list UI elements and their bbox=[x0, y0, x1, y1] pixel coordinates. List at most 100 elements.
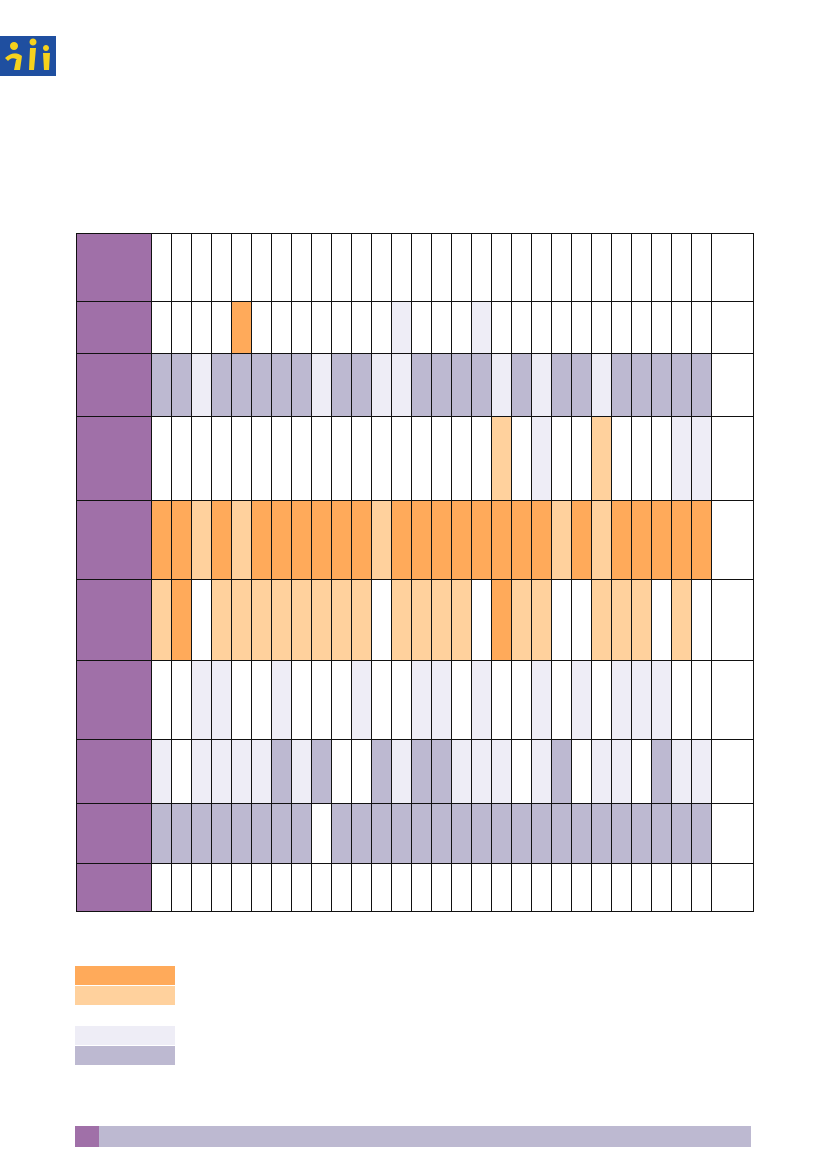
grid-cell bbox=[231, 660, 252, 740]
grid-cell bbox=[351, 739, 372, 804]
grid-cell bbox=[251, 353, 272, 417]
grid-cell bbox=[231, 233, 252, 302]
grid-cell bbox=[651, 803, 672, 864]
grid-cell bbox=[231, 739, 252, 804]
grid-cell bbox=[571, 803, 592, 864]
grid-cell bbox=[591, 416, 612, 501]
grid-cell bbox=[591, 579, 612, 661]
grid-cell bbox=[631, 301, 652, 354]
grid-cell bbox=[571, 233, 592, 302]
grid-cell bbox=[291, 500, 312, 580]
grid-cell bbox=[211, 579, 232, 661]
grid-cell bbox=[171, 739, 192, 804]
grid-cell bbox=[491, 416, 512, 501]
grid-cell bbox=[591, 660, 612, 740]
grid-cell bbox=[491, 579, 512, 661]
grid-cell bbox=[291, 739, 312, 804]
grid-cell bbox=[371, 416, 392, 501]
grid-cell bbox=[551, 803, 572, 864]
grid-cell bbox=[291, 301, 312, 354]
grid-row bbox=[76, 803, 754, 864]
grid-cell bbox=[211, 353, 232, 417]
grid-cell bbox=[371, 301, 392, 354]
grid-cell bbox=[271, 803, 292, 864]
grid-row bbox=[76, 500, 754, 580]
grid-cell bbox=[591, 739, 612, 804]
grid-cell bbox=[151, 660, 172, 740]
legend-swatch-grey-lavender bbox=[75, 1046, 175, 1065]
grid-cell bbox=[211, 803, 232, 864]
grid-cell bbox=[611, 416, 632, 501]
grid-cell bbox=[611, 353, 632, 417]
grid-cell bbox=[331, 660, 352, 740]
grid-cell bbox=[371, 233, 392, 302]
grid-cell bbox=[691, 579, 712, 661]
grid-cell bbox=[191, 660, 212, 740]
grid-cell bbox=[671, 739, 692, 804]
grid-cell bbox=[451, 500, 472, 580]
grid-cell bbox=[391, 233, 412, 302]
grid-cell bbox=[251, 660, 272, 740]
grid-cell bbox=[431, 301, 452, 354]
grid-cell bbox=[611, 579, 632, 661]
grid-cell bbox=[351, 500, 372, 580]
grid-cell bbox=[571, 579, 592, 661]
grid-cell bbox=[591, 353, 612, 417]
grid-cell bbox=[171, 353, 192, 417]
grid-cell bbox=[291, 416, 312, 501]
grid-cell bbox=[211, 863, 232, 912]
grid-cell bbox=[651, 739, 672, 804]
grid-cell bbox=[711, 416, 754, 501]
grid-cell bbox=[671, 863, 692, 912]
grid-cell bbox=[431, 660, 452, 740]
grid-cell bbox=[651, 301, 672, 354]
grid-cell bbox=[331, 301, 352, 354]
grid-cell bbox=[171, 660, 192, 740]
grid-cell bbox=[391, 803, 412, 864]
grid-cell bbox=[431, 500, 452, 580]
grid-cell bbox=[711, 739, 754, 804]
grid-cell bbox=[571, 353, 592, 417]
grid-cell bbox=[471, 416, 492, 501]
grid-cell bbox=[191, 353, 212, 417]
grid-cell bbox=[391, 579, 412, 661]
grid-cell bbox=[511, 660, 532, 740]
grid-cell bbox=[631, 579, 652, 661]
grid-cell bbox=[451, 803, 472, 864]
grid-cell bbox=[191, 416, 212, 501]
grid-cell bbox=[411, 233, 432, 302]
grid-cell bbox=[631, 500, 652, 580]
grid-cell bbox=[391, 416, 412, 501]
grid-cell bbox=[711, 803, 754, 864]
grid-cell bbox=[711, 863, 754, 912]
grid-cell bbox=[291, 660, 312, 740]
grid-cell bbox=[671, 579, 692, 661]
grid-cell bbox=[491, 301, 512, 354]
grid-cell bbox=[251, 579, 272, 661]
grid-cell bbox=[151, 353, 172, 417]
grid-cell bbox=[491, 500, 512, 580]
grid-cell bbox=[431, 416, 452, 501]
grid-cell bbox=[551, 301, 572, 354]
grid-cell bbox=[291, 803, 312, 864]
grid-cell bbox=[511, 233, 532, 302]
grid-cell bbox=[351, 579, 372, 661]
grid-cell bbox=[371, 660, 392, 740]
grid-cell bbox=[211, 739, 232, 804]
grid-cell bbox=[651, 500, 672, 580]
legend-swatch-light-lavender bbox=[75, 1026, 175, 1045]
grid-cell bbox=[591, 803, 612, 864]
grid-cell bbox=[531, 739, 552, 804]
grid-cell bbox=[271, 739, 292, 804]
grid-cell bbox=[171, 803, 192, 864]
grid-cell bbox=[631, 233, 652, 302]
grid-cell bbox=[531, 803, 552, 864]
grid-cell bbox=[391, 301, 412, 354]
grid-cell bbox=[371, 353, 392, 417]
grid-cell bbox=[711, 500, 754, 580]
grid-cell bbox=[451, 233, 472, 302]
row-header-cell bbox=[76, 660, 152, 740]
grid-cell bbox=[431, 739, 452, 804]
grid-cell bbox=[271, 660, 292, 740]
grid-cell bbox=[311, 863, 332, 912]
